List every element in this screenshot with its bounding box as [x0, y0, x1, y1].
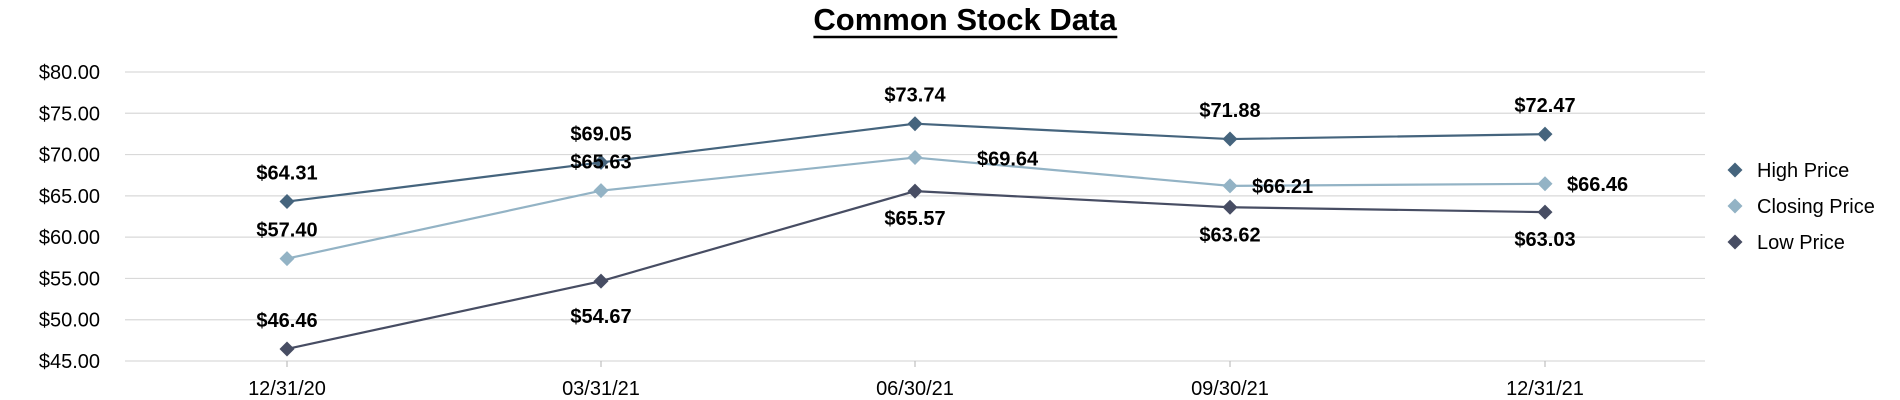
- data-point-marker: [279, 341, 295, 357]
- y-tick-label: $75.00: [39, 103, 100, 125]
- data-point-marker: [593, 154, 609, 170]
- x-tick-label: 09/30/21: [1191, 378, 1269, 400]
- data-point-marker: [907, 150, 923, 166]
- y-tick-label: $70.00: [39, 145, 100, 167]
- data-label: $69.05: [570, 123, 631, 145]
- data-label: $65.57: [884, 208, 945, 230]
- data-label: $66.46: [1567, 174, 1628, 196]
- legend-marker: [1727, 234, 1743, 250]
- data-label: $63.03: [1514, 229, 1575, 251]
- data-point-marker: [907, 116, 923, 132]
- data-point-marker: [907, 183, 923, 199]
- data-label: $46.46: [256, 310, 317, 332]
- x-tick-label: 12/31/21: [1506, 378, 1584, 400]
- x-tick-label: 03/31/21: [562, 378, 640, 400]
- data-label: $72.47: [1514, 95, 1575, 117]
- data-labels: $64.31 $69.05 $73.74 $71.88 $72.47 $57.40 $65.…: [256, 85, 1628, 332]
- y-tick-label: $50.00: [39, 310, 100, 332]
- legend-label: Closing Price: [1757, 196, 1875, 218]
- data-point-marker: [1537, 204, 1553, 220]
- data-point-marker: [279, 251, 295, 267]
- data-point-marker: [593, 273, 609, 289]
- series-lines: [279, 116, 1553, 357]
- legend-label: High Price: [1757, 160, 1849, 182]
- data-label: $65.63: [570, 152, 631, 174]
- legend: High Price Closing Price Low Price: [1727, 160, 1875, 254]
- data-label: $71.88: [1199, 100, 1260, 122]
- data-point-marker: [1537, 126, 1553, 142]
- x-tick-label: 06/30/21: [876, 378, 954, 400]
- y-tick-label: $60.00: [39, 227, 100, 249]
- y-tick-label: $65.00: [39, 186, 100, 208]
- y-tick-label: $80.00: [39, 62, 100, 84]
- legend-label: Low Price: [1757, 232, 1845, 254]
- data-label: $69.64: [977, 149, 1039, 171]
- y-tick-label: $45.00: [39, 351, 100, 373]
- data-label: $54.67: [570, 306, 631, 328]
- data-label: $73.74: [884, 85, 946, 107]
- data-point-marker: [1537, 176, 1553, 192]
- data-label: $57.40: [256, 220, 317, 242]
- legend-marker: [1727, 198, 1743, 214]
- data-label: $66.21: [1252, 176, 1313, 198]
- data-label: $63.62: [1199, 224, 1260, 246]
- legend-marker: [1727, 162, 1743, 178]
- x-tick-label: 12/31/20: [248, 378, 326, 400]
- data-point-marker: [1222, 131, 1238, 147]
- data-point-marker: [593, 183, 609, 199]
- data-point-marker: [279, 194, 295, 210]
- y-axis: $45.00 $50.00 $55.00 $60.00 $65.00 $70.00 $75.…: [39, 62, 100, 373]
- data-point-marker: [1222, 199, 1238, 215]
- chart-title: Common Stock Data: [813, 2, 1117, 37]
- y-tick-label: $55.00: [39, 268, 100, 290]
- x-axis: 12/31/20 03/31/21 06/30/21 09/30/21 12/31/21: [248, 361, 1584, 400]
- data-point-marker: [1222, 178, 1238, 194]
- data-label: $64.31: [256, 163, 317, 185]
